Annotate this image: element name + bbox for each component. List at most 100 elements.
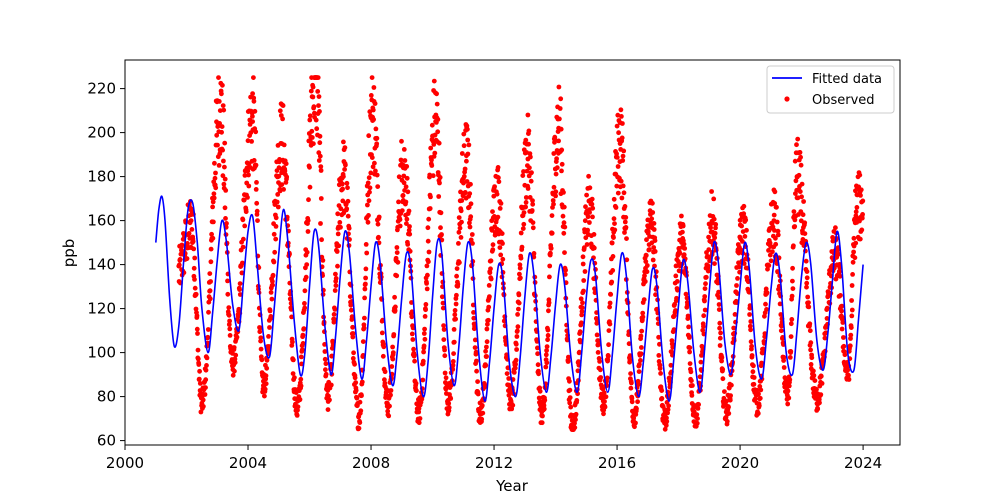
observed-point [306,197,311,203]
observed-point [627,353,633,358]
observed-point [621,148,627,154]
observed-point [350,334,356,340]
observed-point [363,266,369,272]
observed-point [188,218,194,224]
observed-point [333,276,339,281]
x-tick-label: 2016 [598,454,636,472]
observed-point [580,254,586,260]
observed-point [246,183,252,189]
observed-point [614,123,620,129]
observed-point [523,204,528,210]
observed-point [222,140,228,146]
observed-point [814,396,820,402]
observed-point [613,205,619,210]
observed-point [237,292,243,297]
observed-point [192,277,197,282]
observed-point [438,210,444,216]
observed-point [583,204,588,210]
observed-point [486,283,492,288]
observed-point [399,138,404,144]
observed-point [590,214,595,220]
observed-point [645,229,651,235]
observed-point [513,341,519,347]
observed-point [673,308,678,313]
observed-point [500,241,505,246]
observed-point [307,184,313,190]
observed-point [429,122,435,128]
observed-point [409,331,415,337]
observed-point [263,373,269,379]
observed-point [382,377,387,383]
observed-point [208,279,214,284]
observed-point [374,172,380,178]
observed-point [755,411,761,416]
observed-point [751,363,756,369]
observed-point [366,198,372,204]
observed-point [554,165,560,171]
observed-point [396,199,401,205]
observed-point [615,190,621,196]
observed-point [374,141,380,147]
observed-point [205,327,211,332]
observed-point [474,368,479,374]
observed-point [370,107,376,113]
observed-point [567,395,573,400]
observed-point [608,292,614,297]
observed-point [752,396,758,402]
observed-point [255,218,260,224]
observed-point [559,161,565,167]
observed-point [456,241,461,246]
observed-point [711,196,717,202]
y-tick-label: 200 [87,124,116,142]
observed-point [363,275,368,281]
observed-point [465,151,471,157]
observed-point [488,266,493,272]
observed-point [774,204,779,210]
observed-point [409,314,415,320]
observed-point [561,220,567,226]
observed-point [496,175,501,181]
observed-point [585,214,591,220]
observed-point [426,249,432,255]
observed-point [544,344,550,349]
observed-point [451,351,456,356]
observed-point [516,300,522,306]
observed-point [441,327,447,332]
observed-point [596,342,601,347]
observed-point [302,288,308,294]
observed-point [454,266,460,271]
observed-point [690,383,695,388]
observed-point [702,298,707,304]
observed-point [322,349,328,354]
observed-point [251,158,257,163]
observed-point [650,257,656,263]
plot-area [155,75,866,432]
observed-point [342,145,348,151]
observed-point [280,103,286,108]
observed-point [392,294,397,300]
observed-point [462,166,468,172]
observed-point [789,317,795,322]
observed-point [310,94,316,100]
observed-point [289,314,294,320]
observed-point [659,388,665,393]
observed-point [537,388,543,394]
observed-point [358,408,364,414]
observed-point [750,369,756,375]
observed-point [792,224,798,229]
observed-point [410,325,416,331]
observed-point [432,132,438,138]
observed-point [222,205,228,211]
observed-point [751,381,757,387]
observed-point [797,189,803,195]
observed-point [477,411,483,417]
observed-point [420,377,426,383]
observed-point [455,281,461,287]
observed-point [257,329,263,335]
observed-point [224,221,229,226]
axes-frame [124,59,901,446]
observed-point [727,397,733,403]
observed-point [217,108,223,113]
observed-point [723,409,729,415]
observed-point [528,178,534,184]
